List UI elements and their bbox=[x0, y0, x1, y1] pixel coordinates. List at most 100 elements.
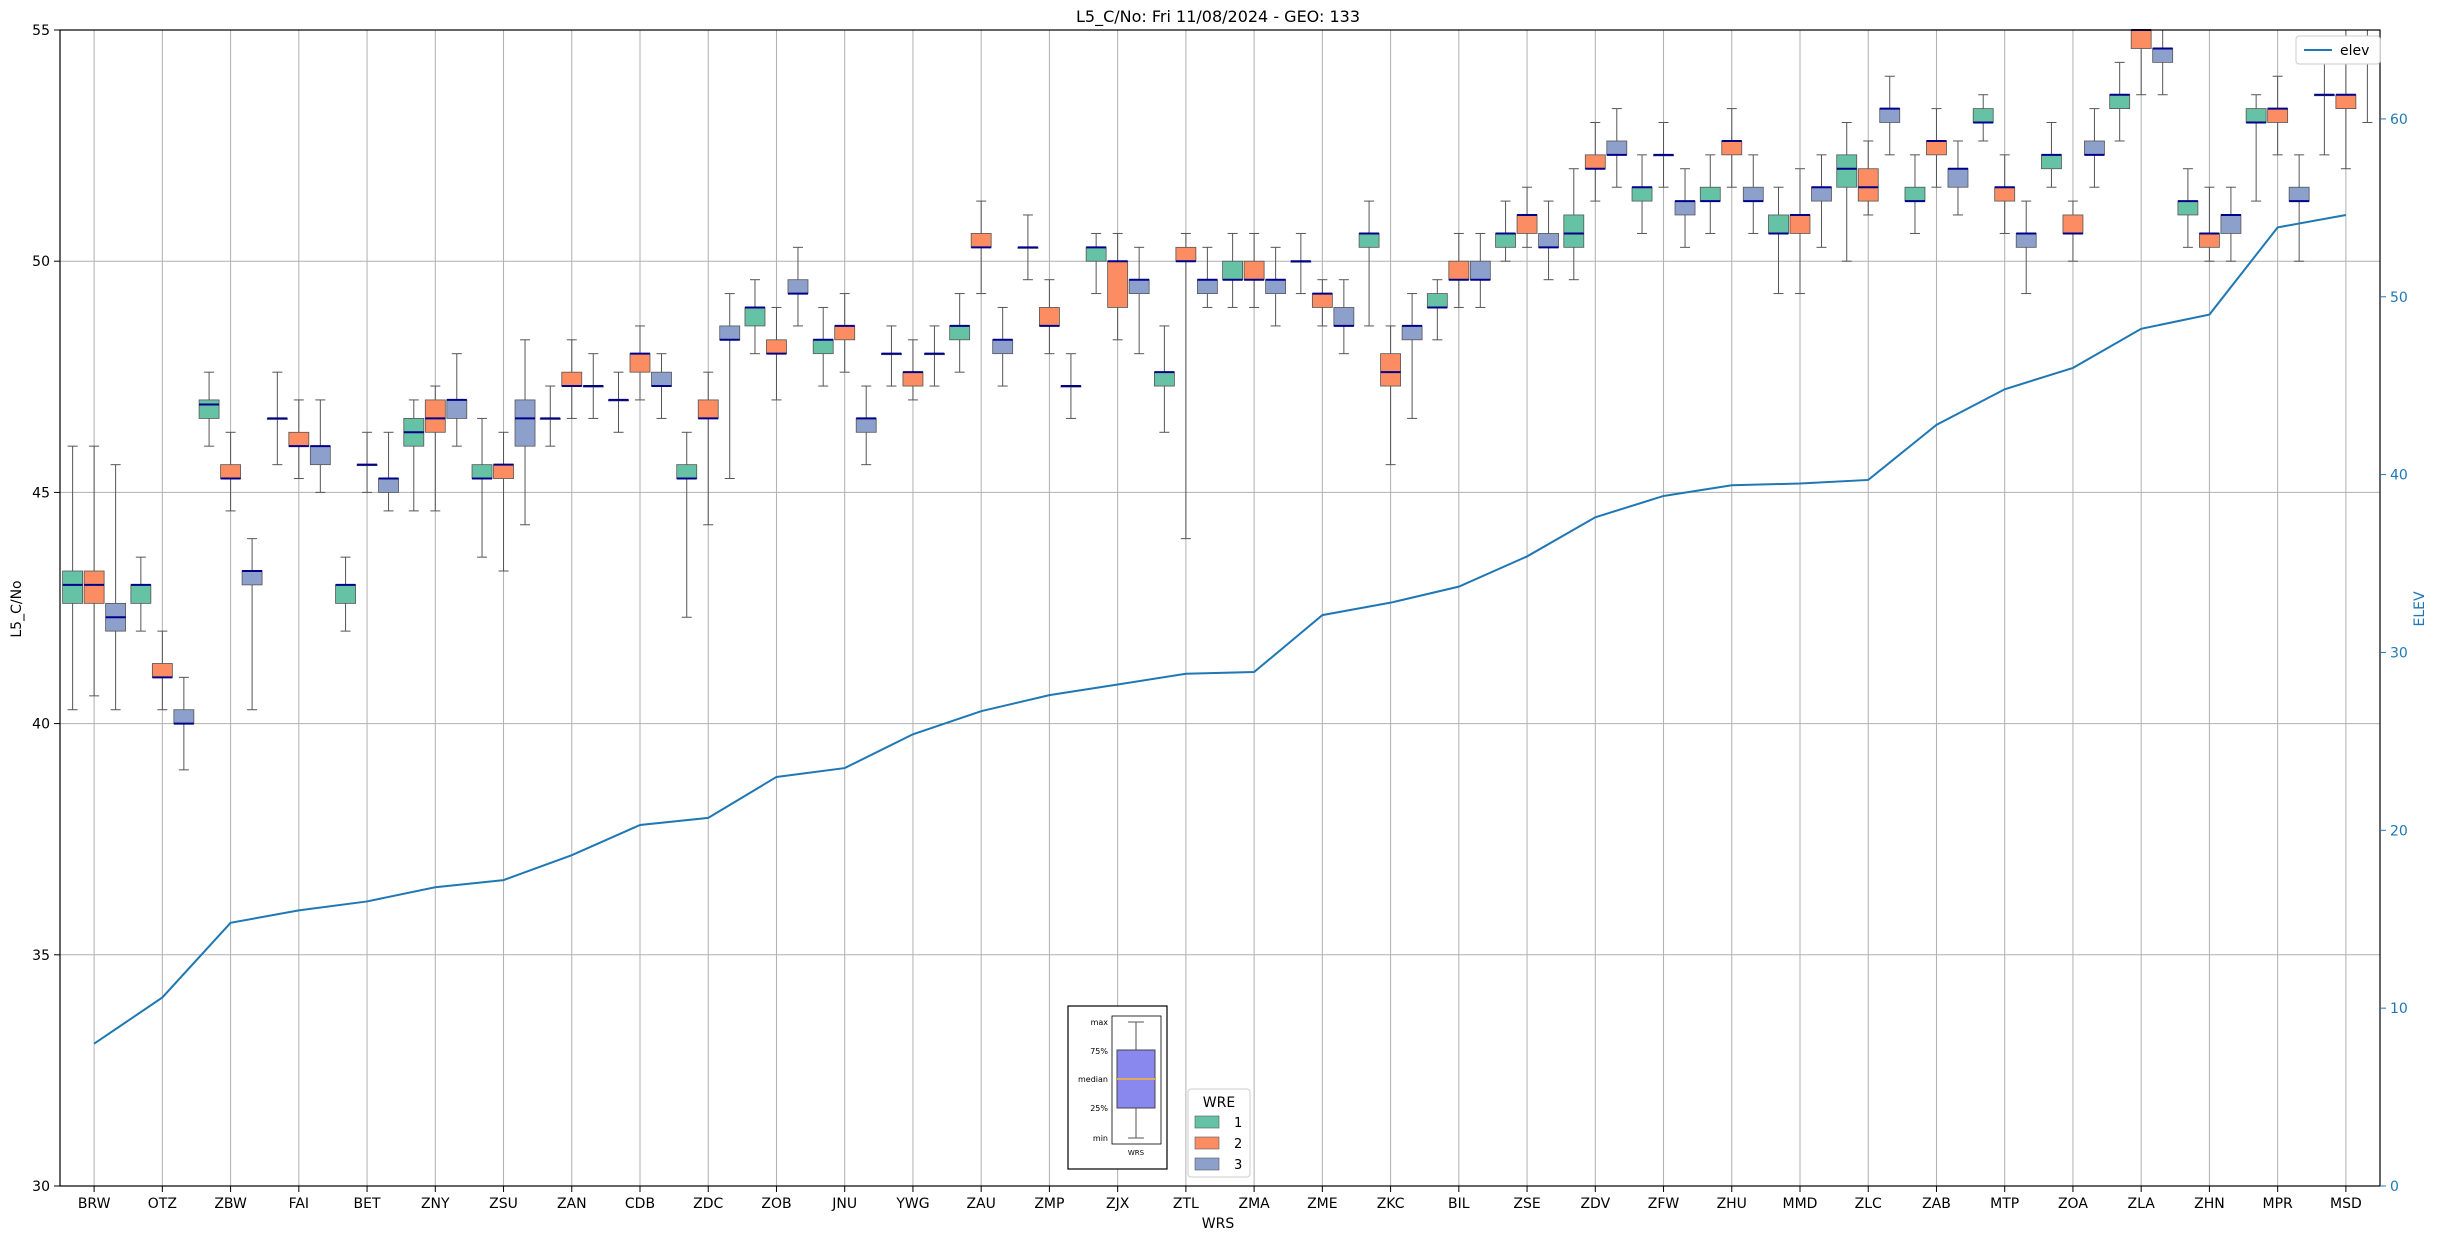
box-iqr bbox=[1699, 186, 1721, 202]
box-iqr bbox=[697, 399, 719, 419]
elevation-line-group bbox=[93, 213, 2347, 1045]
box-plot bbox=[1789, 168, 1811, 295]
box-plot bbox=[1311, 279, 1333, 327]
box-plot bbox=[1584, 121, 1606, 202]
box-iqr bbox=[834, 325, 856, 341]
box-plot bbox=[2267, 75, 2289, 156]
box-plot bbox=[1538, 200, 1559, 281]
box-iqr bbox=[766, 339, 787, 355]
x-tick-label: YWG bbox=[895, 1196, 929, 1212]
box-iqr bbox=[1243, 260, 1265, 281]
box-iqr bbox=[1631, 186, 1653, 202]
box-iqr bbox=[1811, 186, 1832, 202]
legend: WRE 1 2 3 bbox=[1187, 1088, 1251, 1178]
x-tick-label: BET bbox=[354, 1196, 381, 1212]
box-iqr bbox=[1469, 260, 1491, 281]
x-tick-label: ZBW bbox=[214, 1196, 247, 1212]
x-tick-label: MSD bbox=[2330, 1196, 2362, 1212]
box-iqr bbox=[1789, 214, 1811, 234]
legend-label-1: 1 bbox=[1234, 1116, 1242, 1131]
box-plot bbox=[608, 371, 629, 433]
box-iqr bbox=[151, 663, 173, 678]
box-iqr bbox=[1358, 233, 1380, 248]
box-iqr bbox=[424, 399, 446, 433]
box-iqr bbox=[1039, 307, 1060, 327]
box-plot bbox=[378, 431, 399, 512]
line-legend: elev bbox=[2295, 35, 2381, 65]
box-plot bbox=[676, 431, 698, 618]
box-plot bbox=[1333, 279, 1355, 355]
box-iqr bbox=[220, 464, 241, 479]
box-plot bbox=[1448, 232, 1470, 308]
x-tick-label: ZSU bbox=[489, 1196, 518, 1212]
box-iqr bbox=[651, 371, 672, 387]
box-plot bbox=[1290, 232, 1312, 295]
x-tick-label: ZMP bbox=[1034, 1196, 1064, 1212]
box-plot bbox=[1926, 108, 1947, 188]
box-plot bbox=[1085, 232, 1107, 295]
box-plot bbox=[651, 353, 672, 419]
box-plot bbox=[403, 399, 425, 512]
box-iqr bbox=[446, 399, 468, 419]
box-iqr bbox=[1196, 279, 1218, 294]
box-iqr bbox=[902, 371, 924, 387]
box-plot bbox=[130, 556, 152, 632]
box-plot bbox=[2109, 61, 2131, 142]
x-tick-label: ZOA bbox=[2058, 1196, 2088, 1212]
box-plot bbox=[1836, 121, 1858, 262]
box-iqr bbox=[1516, 214, 1538, 234]
box-iqr bbox=[1879, 108, 1901, 123]
x-tick-label: FAI bbox=[289, 1196, 309, 1212]
box-iqr bbox=[2220, 214, 2242, 234]
box-plot bbox=[582, 353, 604, 419]
box-iqr bbox=[335, 584, 356, 604]
box-iqr bbox=[2041, 154, 2062, 170]
box-plot bbox=[629, 325, 651, 401]
box-plot bbox=[1857, 140, 1879, 216]
legend-swatch-3 bbox=[1194, 1157, 1220, 1171]
box-iqr bbox=[1495, 233, 1516, 248]
x-tick-label: ZDC bbox=[693, 1196, 723, 1212]
box-plot bbox=[1196, 246, 1218, 308]
box-plot bbox=[881, 325, 902, 387]
box-iqr bbox=[1311, 293, 1333, 308]
box-iqr bbox=[2109, 94, 2131, 110]
box-iqr bbox=[1401, 325, 1423, 341]
box-iqr bbox=[1926, 140, 1947, 156]
x-tick-label: BIL bbox=[1448, 1196, 1470, 1212]
box-iqr bbox=[2199, 233, 2220, 248]
box-plot bbox=[446, 353, 468, 447]
box-plot bbox=[1811, 154, 1832, 248]
box-iqr bbox=[2335, 94, 2357, 110]
x-tick-label: MTP bbox=[1990, 1196, 2019, 1212]
chart-title: L5_C/No: Fri 11/08/2024 - GEO: 133 bbox=[1076, 7, 1360, 27]
y2-axis-label: ELEV bbox=[2412, 591, 2428, 626]
x-tick-label: ZAN bbox=[557, 1196, 587, 1212]
y2-tick-label: 60 bbox=[2390, 112, 2408, 128]
box-plot bbox=[834, 293, 856, 373]
box-iqr bbox=[173, 709, 195, 725]
box-iqr bbox=[1857, 168, 1879, 202]
y2-tick-label: 20 bbox=[2390, 823, 2408, 839]
box-plot bbox=[2199, 186, 2220, 262]
y-tick-label: 40 bbox=[32, 717, 50, 733]
box-plot bbox=[2015, 200, 2037, 295]
box-iqr bbox=[1836, 154, 1858, 188]
box-plot bbox=[1674, 168, 1696, 248]
y2-tick-label: 40 bbox=[2390, 468, 2408, 484]
box-iqr bbox=[949, 325, 971, 341]
box-iqr bbox=[1380, 353, 1401, 387]
box-key-xlabel: WRS bbox=[1128, 1149, 1145, 1157]
box-iqr bbox=[2267, 108, 2289, 123]
box-iqr bbox=[855, 418, 877, 433]
x-tick-label: ZSE bbox=[1513, 1196, 1540, 1212]
line-legend-frame bbox=[2295, 35, 2381, 65]
box-plot bbox=[493, 431, 514, 572]
legend-label-2: 2 bbox=[1234, 1137, 1242, 1152]
box-plots bbox=[62, 29, 2378, 771]
x-tick-label: MMD bbox=[1783, 1196, 1818, 1212]
x-tick-label: JNU bbox=[831, 1196, 857, 1212]
box-iqr bbox=[1947, 168, 1969, 188]
x-tick-label: ZMA bbox=[1238, 1196, 1270, 1212]
